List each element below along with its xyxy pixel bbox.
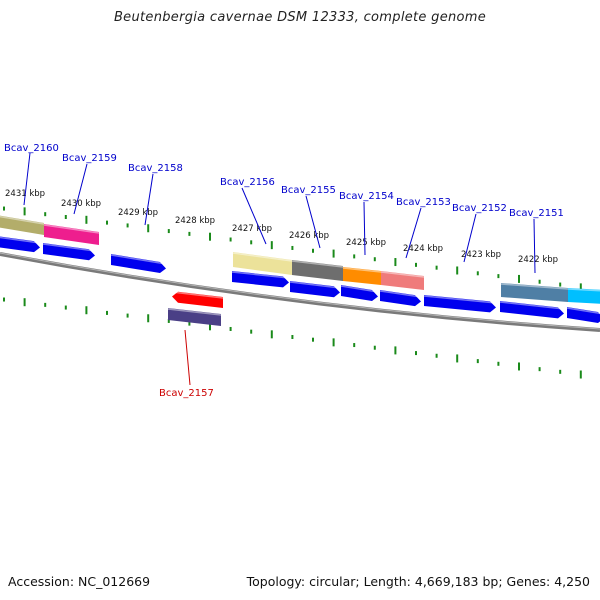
cds-arrow-fill bbox=[567, 307, 600, 324]
cog-layer bbox=[0, 215, 600, 326]
cds-arrow-fill bbox=[290, 281, 340, 298]
cog-band bbox=[291, 260, 344, 281]
cds-arrow bbox=[379, 290, 422, 307]
cog-band bbox=[342, 267, 382, 285]
gene-label: Bcav_2160 bbox=[4, 143, 59, 154]
kbp-label: 2430 kbp bbox=[61, 199, 101, 209]
cds-arrow-fill bbox=[232, 271, 289, 288]
accession-text: Accession: NC_012669 bbox=[8, 574, 151, 589]
cds-arrow-shine bbox=[566, 307, 600, 315]
cds-arrow-fill bbox=[380, 290, 421, 307]
cog-band bbox=[500, 283, 569, 302]
cds-arrow bbox=[423, 295, 497, 313]
gene-label: Bcav_2152 bbox=[452, 203, 507, 214]
gene-label: Bcav_2154 bbox=[339, 191, 394, 202]
cog-band bbox=[567, 288, 600, 304]
reverse-cog-band-shine bbox=[167, 308, 222, 316]
cog-band-fill bbox=[381, 271, 424, 290]
kbp-label: 2423 kbp bbox=[461, 250, 501, 260]
reverse-cog-band-fill bbox=[168, 308, 221, 326]
gene-leader-line bbox=[405, 207, 422, 259]
gene-leader-line bbox=[463, 213, 477, 263]
cds-arrow-fill bbox=[43, 243, 95, 261]
cds-arrow-shine bbox=[379, 290, 422, 298]
cog-band-fill bbox=[568, 288, 600, 304]
gene-label: Bcav_2153 bbox=[396, 197, 451, 208]
kbp-label: 2424 kbp bbox=[403, 244, 443, 254]
reverse-arrow bbox=[171, 291, 224, 308]
gene-leader-line bbox=[533, 218, 536, 274]
cds-arrow-shine bbox=[423, 295, 497, 304]
cog-band-shine bbox=[380, 271, 425, 278]
cog-band-shine bbox=[232, 252, 293, 262]
reverse-arrow-fill bbox=[172, 291, 223, 308]
kbp-label: 2426 kbp bbox=[289, 231, 329, 241]
cog-band-fill bbox=[44, 224, 99, 245]
gene-label: Bcav_2156 bbox=[220, 177, 275, 188]
cds-layer bbox=[0, 236, 600, 324]
cds-arrow-fill bbox=[500, 301, 564, 319]
kbp-label: 2428 kbp bbox=[175, 216, 215, 226]
cds-arrow-fill bbox=[0, 236, 40, 253]
cds-arrow-shine bbox=[499, 301, 565, 310]
cog-band bbox=[0, 215, 45, 235]
genome-stats-text: Topology: circular; Length: 4,669,183 bp… bbox=[246, 574, 590, 589]
cds-arrow-shine bbox=[231, 271, 290, 279]
cds-arrow-fill bbox=[111, 254, 166, 274]
cds-arrow bbox=[340, 285, 379, 302]
cog-band-shine bbox=[567, 288, 600, 292]
gene-leader-line bbox=[184, 329, 191, 386]
gene-label: Bcav_2157 bbox=[159, 388, 214, 399]
cds-arrow-shine bbox=[289, 281, 341, 289]
gene-leader-line bbox=[363, 201, 366, 256]
gene-leader-line bbox=[144, 173, 154, 226]
cog-band-fill bbox=[343, 267, 381, 285]
cds-arrow bbox=[110, 254, 167, 274]
map-title: Beutenbergia cavernae DSM 12333, complet… bbox=[113, 10, 487, 25]
gene-label: Bcav_2158 bbox=[128, 163, 183, 174]
backbone-highlight bbox=[0, 252, 600, 330]
cds-arrow bbox=[289, 281, 341, 298]
gene-leader-line bbox=[73, 163, 88, 215]
cds-arrow-shine bbox=[42, 243, 96, 252]
cds-arrow-shine bbox=[110, 254, 167, 265]
cds-arrow-fill bbox=[341, 285, 378, 302]
cog-band-fill bbox=[0, 215, 44, 235]
kbp-label: 2429 kbp bbox=[118, 208, 158, 218]
cds-arrow-shine bbox=[0, 236, 41, 244]
reverse-arrow-shine bbox=[171, 291, 224, 299]
reverse-cog-band bbox=[167, 308, 222, 326]
cog-band-fill bbox=[233, 252, 292, 275]
cog-band-shine bbox=[291, 260, 344, 268]
gene-label: Bcav_2155 bbox=[281, 185, 336, 196]
gene-leader-line bbox=[305, 195, 321, 249]
cog-band-fill bbox=[501, 283, 568, 302]
gene-label: Bcav_2159 bbox=[62, 153, 117, 164]
cog-band-shine bbox=[0, 215, 45, 225]
cog-band-fill bbox=[292, 260, 343, 281]
cog-band-shine bbox=[500, 283, 569, 290]
cds-arrow bbox=[0, 236, 41, 253]
gene-label: Bcav_2151 bbox=[509, 208, 564, 219]
cog-band bbox=[43, 224, 100, 245]
cog-band-shine bbox=[342, 267, 382, 273]
gene-leader-line bbox=[23, 152, 31, 206]
cds-arrow-shine bbox=[340, 285, 379, 293]
cds-arrow bbox=[231, 271, 290, 288]
cds-arrow-fill bbox=[424, 295, 496, 313]
cog-band bbox=[380, 271, 425, 290]
cog-band bbox=[232, 252, 293, 275]
kbp-label: 2427 kbp bbox=[232, 224, 272, 234]
cog-band-shine bbox=[43, 224, 100, 234]
backbone-line bbox=[0, 252, 600, 332]
kbp-label: 2425 kbp bbox=[346, 238, 386, 248]
kbp-label: 2422 kbp bbox=[518, 255, 558, 265]
cds-arrow bbox=[566, 307, 600, 324]
cds-arrow bbox=[42, 243, 96, 261]
backbone-layer bbox=[0, 252, 600, 332]
cds-arrow bbox=[499, 301, 565, 319]
gene-leader-line bbox=[241, 187, 267, 245]
